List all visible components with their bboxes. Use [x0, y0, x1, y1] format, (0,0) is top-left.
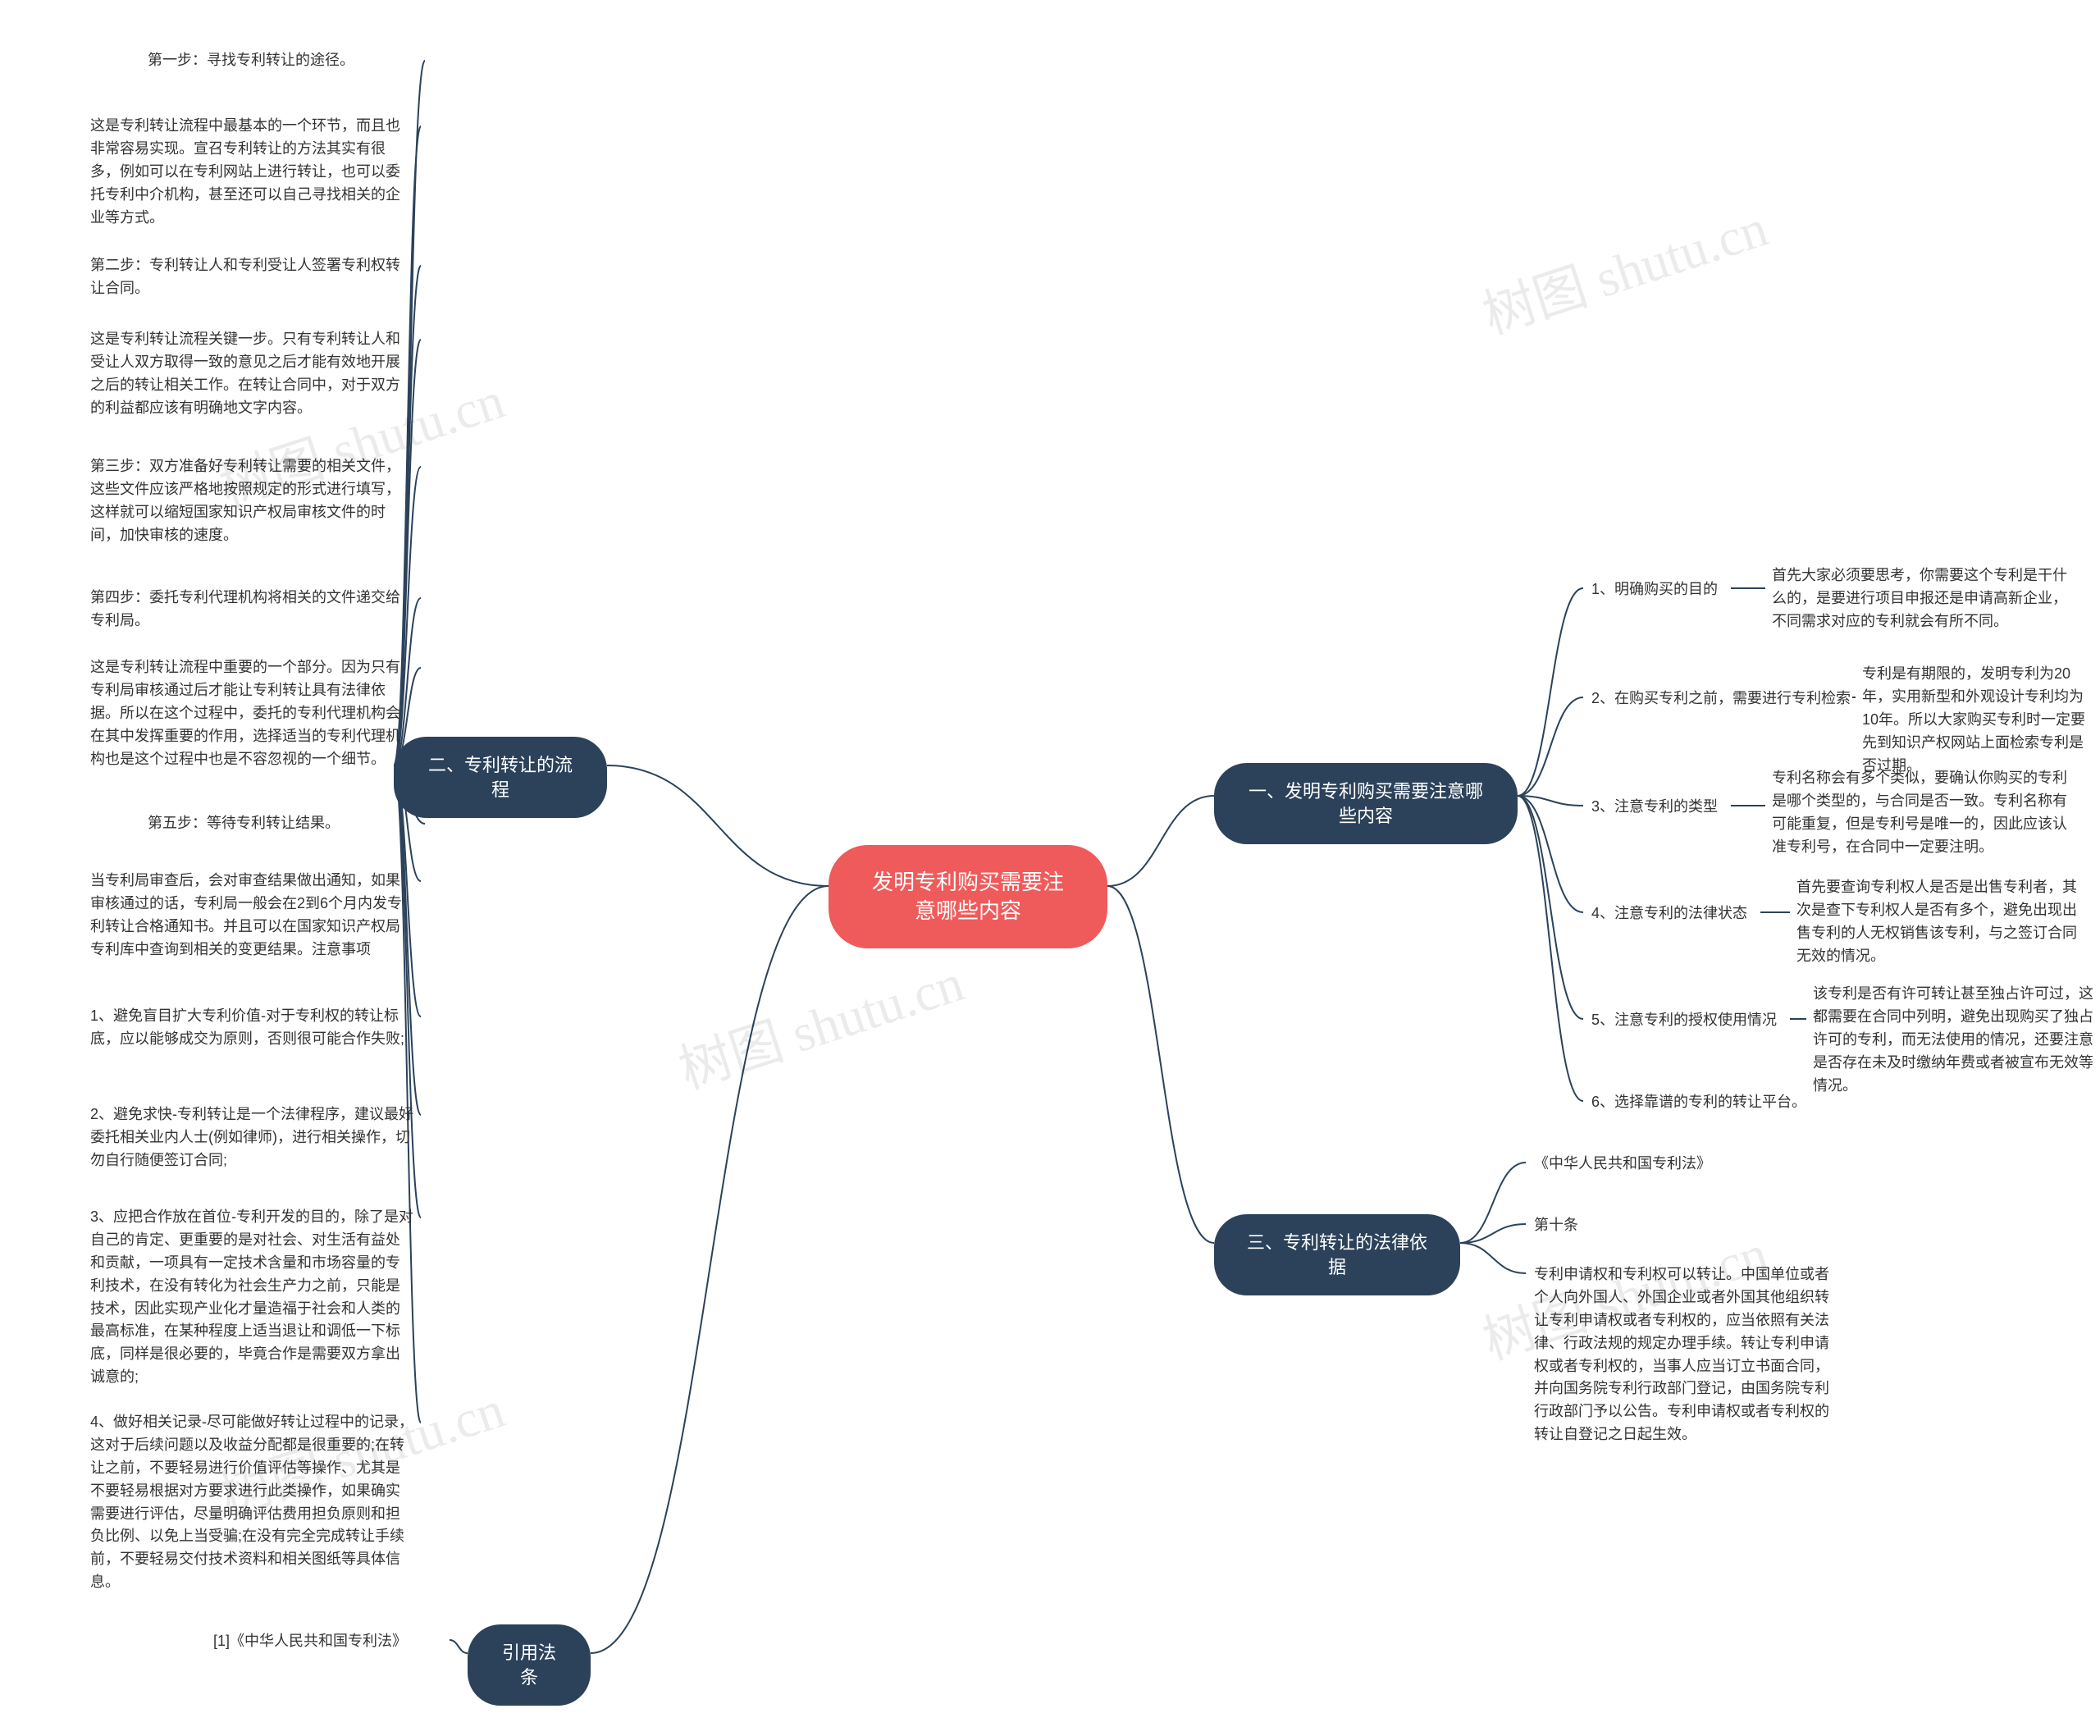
leaf-two-3: 第二步：专利转让人和专利受让人签署专利权转让合同。	[90, 254, 414, 300]
leaf-two-10: 1、避免盲目扩大专利价值-对于专利权的转让标底，应以能够成交为原则，否则很可能合…	[90, 1005, 414, 1051]
leaf-one-2-label: 2、在购买专利之前，需要进行专利检索	[1591, 688, 1851, 710]
branch-section-three: 三、专利转让的法律依据	[1214, 1214, 1460, 1295]
leaf-one-4-label: 4、注意专利的法律状态	[1591, 902, 1747, 925]
leaf-two-5: 第三步：双方准备好专利转让需要的相关文件，这些文件应该严格地按照规定的形式进行填…	[90, 455, 414, 547]
branch-ref-label: 引用法条	[502, 1642, 556, 1688]
leaf-two-4: 这是专利转让流程关键一步。只有专利转让人和受让人双方取得一致的意见之后才能有效地…	[90, 328, 414, 420]
leaf-two-2: 这是专利转让流程中最基本的一个环节，而且也非常容易实现。宣召专利转让的方法其实有…	[90, 115, 414, 229]
leaf-two-8: 第五步：等待专利转让结果。	[148, 812, 418, 835]
leaf-one-4-desc: 首先要查询专利权人是否是出售专利者，其次是查下专利权人是否有多个，避免出现出售专…	[1796, 876, 2088, 968]
leaf-two-6: 第四步：委托专利代理机构将相关的文件递交给专利局。	[90, 587, 414, 633]
leaf-ref-1: [1]《中华人民共和国专利法》	[213, 1630, 443, 1653]
leaf-two-11: 2、避免求快-专利转让是一个法律程序，建议最好委托相关业内人士(例如律师)，进行…	[90, 1103, 414, 1172]
root-node: 发明专利购买需要注意哪些内容	[829, 845, 1107, 948]
branch-section-one: 一、发明专利购买需要注意哪些内容	[1214, 763, 1518, 844]
leaf-one-3-label: 3、注意专利的类型	[1591, 796, 1718, 819]
branch-section-ref: 引用法条	[468, 1624, 591, 1706]
leaf-one-3-desc: 专利名称会有多个类似，要确认你购买的专利是哪个类型的，与合同是否一致。专利名称有…	[1772, 767, 2075, 859]
leaf-three-2: 第十条	[1534, 1214, 1578, 1237]
leaf-two-7: 这是专利转让流程中重要的一个部分。因为只有专利局审核通过后才能让专利转让具有法律…	[90, 656, 414, 770]
leaf-one-6-label: 6、选择靠谱的专利的转让平台。	[1591, 1091, 1806, 1114]
branch-two-label: 二、专利转让的流程	[428, 755, 573, 800]
watermark: 树图 shutu.cn	[1472, 186, 1776, 349]
branch-three-label: 三、专利转让的法律依据	[1247, 1232, 1427, 1277]
leaf-three-3: 专利申请权和专利权可以转让。中国单位或者个人向外国人、外国企业或者外国其他组织转…	[1534, 1263, 1838, 1446]
branch-one-label: 一、发明专利购买需要注意哪些内容	[1249, 781, 1483, 826]
leaf-two-9: 当专利局审查后，会对审查结果做出通知，如果审核通过的话，专利局一般会在2到6个月…	[90, 870, 414, 962]
leaf-one-2-desc: 专利是有期限的，发明专利为20年，实用新型和外观设计专利均为10年。所以大家购买…	[1862, 663, 2092, 777]
leaf-two-13: 4、做好相关记录-尽可能做好转让过程中的记录，这对于后续问题以及收益分配都是很重…	[90, 1411, 414, 1594]
leaf-three-1: 《中华人民共和国专利法》	[1534, 1153, 1711, 1176]
leaf-one-1-label: 1、明确购买的目的	[1591, 578, 1718, 601]
root-label: 发明专利购买需要注意哪些内容	[872, 870, 1064, 923]
branch-section-two: 二、专利转让的流程	[394, 737, 607, 818]
leaf-one-1-desc: 首先大家必须要思考，你需要这个专利是干什么的，是要进行项目申报还是申请高新企业，…	[1772, 564, 2075, 633]
leaf-one-5-desc: 该专利是否有许可转让甚至独占许可过，这都需要在合同中列明，避免出现购买了独占许可…	[1813, 983, 2096, 1097]
leaf-two-1: 第一步：寻找专利转让的途径。	[148, 49, 418, 72]
leaf-one-5-label: 5、注意专利的授权使用情况	[1591, 1009, 1777, 1032]
leaf-two-12: 3、应把合作放在首位-专利开发的目的，除了是对自己的肯定、更重要的是对社会、对生…	[90, 1206, 414, 1389]
watermark: 树图 shutu.cn	[669, 941, 972, 1103]
